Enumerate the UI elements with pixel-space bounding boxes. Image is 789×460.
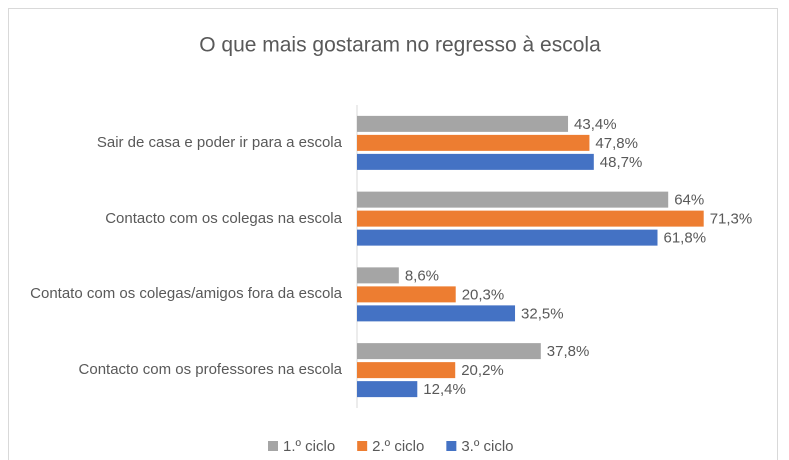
category-label: Sair de casa e poder ir para a escola [96,133,342,151]
value-label: 64% [674,192,704,209]
value-label: 12,4% [423,381,466,398]
bar [357,153,594,170]
value-label: 8,6% [405,267,439,284]
bar [357,305,516,322]
chart-title: O que mais gostaram no regresso à escola [199,34,601,57]
bar [357,267,399,284]
value-label: 32,5% [521,305,564,322]
bar [357,115,569,132]
bar [357,343,541,360]
legend-swatch [268,441,278,451]
value-label: 20,3% [462,286,505,303]
value-label: 43,4% [574,116,617,133]
legend-swatch [357,441,368,451]
bar [357,229,658,246]
value-label: 47,8% [595,135,638,152]
bar [357,134,590,151]
bar [357,362,456,379]
chart-border [8,8,778,460]
value-label: 71,3% [710,211,753,228]
category-label: Contato com os colegas/amigos fora da es… [30,285,342,303]
category-label: Contacto com os colegas na escola [105,209,342,227]
value-label: 61,8% [664,230,707,247]
category-label: Contacto com os professores na escola [78,361,342,379]
bar [357,286,456,303]
legend-swatch [446,441,457,451]
legend-label: 3.º ciclo [461,438,513,455]
value-label: 48,7% [600,154,643,171]
bar [357,191,669,208]
value-label: 20,2% [461,362,504,379]
bar [357,210,704,227]
legend-label: 2.º ciclo [372,438,424,455]
value-label: 37,8% [547,343,590,360]
legend-label: 1.º ciclo [283,438,335,455]
bar [357,381,418,398]
